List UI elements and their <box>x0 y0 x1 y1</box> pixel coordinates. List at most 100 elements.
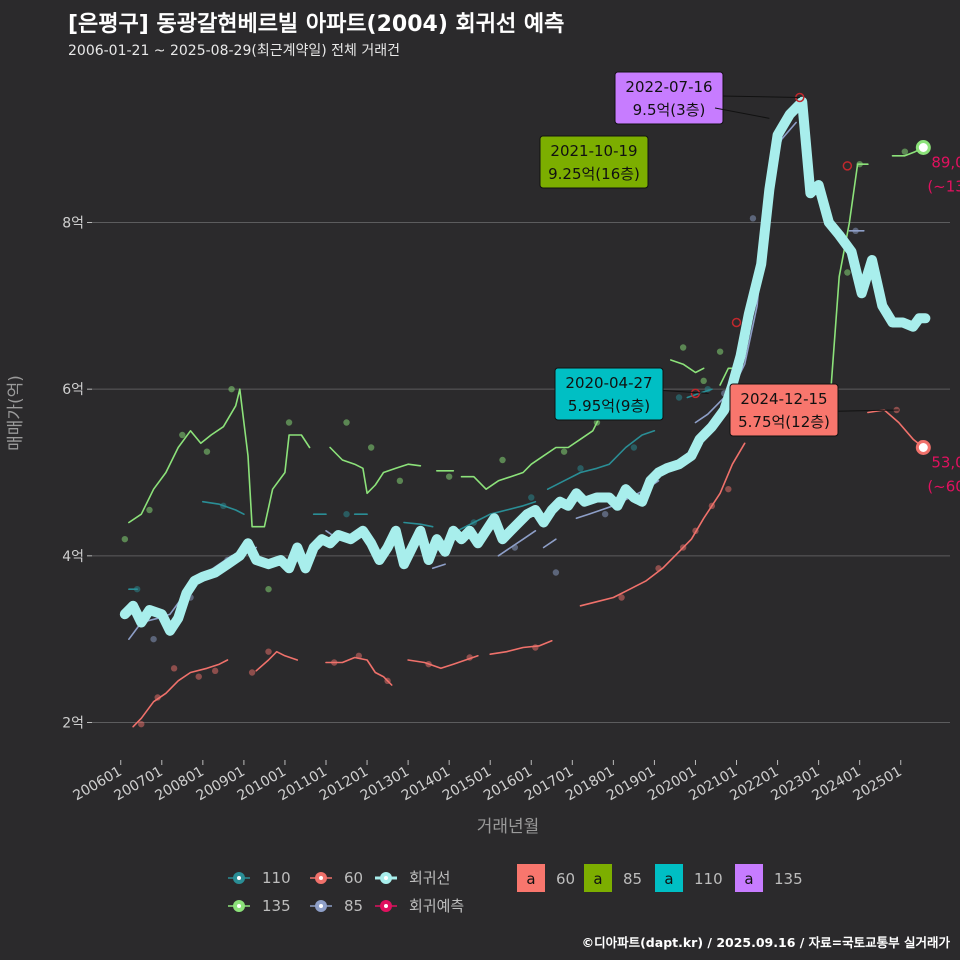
data-point <box>228 385 235 393</box>
data-point <box>577 465 584 472</box>
data-point <box>560 448 568 455</box>
series-line-60 <box>867 409 925 449</box>
annotation-leader <box>654 389 709 394</box>
y-axis-label: 매매가(억) <box>6 375 26 451</box>
data-point <box>248 669 256 676</box>
data-point <box>844 269 851 276</box>
data-point <box>396 477 404 485</box>
annotation-leader <box>714 107 770 119</box>
data-point <box>618 594 625 601</box>
legend-label: 85 <box>344 897 363 915</box>
series-line-60 <box>407 655 479 670</box>
series-line-110 <box>202 500 245 515</box>
max-marker <box>731 317 742 328</box>
prediction-area: (~135㎡) <box>927 178 960 196</box>
legend-box-glyph: a <box>744 870 753 888</box>
annotation-date: 2022-07-16 <box>625 78 712 96</box>
data-point <box>138 720 145 728</box>
data-point <box>265 648 272 655</box>
legend-box <box>655 864 683 892</box>
prediction-value: 89,000 <box>931 154 960 172</box>
data-point <box>265 585 272 593</box>
legend-box-label: 135 <box>774 870 803 888</box>
legend-label: 회귀선 <box>409 869 450 887</box>
data-point <box>179 431 186 439</box>
legend-dot-center <box>237 904 241 908</box>
legend-box <box>517 864 545 892</box>
series-lines <box>119 96 931 728</box>
source-footer: ©디아파트(dapt.kr) / 2025.09.16 / 자료=국토교통부 실… <box>581 935 950 950</box>
data-point <box>528 494 535 501</box>
data-point <box>367 444 375 451</box>
data-point <box>121 535 129 543</box>
data-point <box>630 444 638 451</box>
data-point <box>716 348 724 355</box>
legend-label: 회귀예측 <box>409 897 464 915</box>
legend-box-label: 85 <box>623 870 642 888</box>
data-point <box>203 448 211 455</box>
data-point <box>285 419 293 426</box>
legend-dot-center <box>384 876 388 880</box>
x-axis-label: 거래년월 <box>477 817 540 837</box>
annotation-price: 9.25억(16층) <box>548 165 640 183</box>
annotations: 89,000 (~135㎡) 53,000 (~60㎡) 2022-07-16 9.5억(… <box>539 71 960 496</box>
legend-dot-center <box>384 904 388 908</box>
data-point <box>700 377 707 385</box>
series-line-60 <box>255 650 299 672</box>
data-point <box>901 148 909 155</box>
annotation-box <box>614 71 724 125</box>
data-point <box>146 506 153 514</box>
annotation-box <box>554 367 664 421</box>
chart-subtitle: 2006-01-21 ~ 2025-08-29(최근계약일) 전체 거래건 <box>68 43 400 59</box>
y-tick-label: 2억 <box>62 716 84 732</box>
data-point <box>552 569 560 576</box>
data-point <box>150 635 157 643</box>
annotation-price: 5.75억(12층) <box>738 413 830 431</box>
legend-box <box>735 864 763 892</box>
scatter-points <box>121 148 925 728</box>
legend-box-glyph: a <box>526 870 535 888</box>
annotation-box <box>539 135 649 189</box>
series-line-135 <box>329 446 422 495</box>
max-marker <box>842 161 853 171</box>
data-point <box>343 510 350 518</box>
data-point <box>195 673 202 680</box>
series-line-135 <box>670 359 705 374</box>
legend-label: 135 <box>262 897 291 915</box>
series-line-135 <box>128 388 311 528</box>
annotation-price: 5.95억(9층) <box>568 397 650 415</box>
y-tick-label: 4억 <box>62 549 84 565</box>
prediction-point <box>915 140 931 155</box>
regression-line <box>119 96 931 636</box>
legend-dot-center <box>237 876 241 880</box>
series-line-60 <box>132 659 229 728</box>
series-line-85 <box>542 538 557 549</box>
legend-dot-center <box>319 904 323 908</box>
series-line-135 <box>460 413 602 490</box>
series-line-85 <box>497 530 537 557</box>
data-point <box>679 344 687 351</box>
series-line-60 <box>489 640 553 655</box>
legend-dot-center <box>319 876 323 880</box>
data-point <box>170 665 178 672</box>
data-point <box>343 419 350 426</box>
data-point <box>725 485 732 493</box>
y-tick-label: 6억 <box>62 382 84 398</box>
annotation-leader <box>719 95 800 98</box>
data-point <box>675 394 683 401</box>
legend-label: 60 <box>344 869 363 887</box>
legend-box-label: 60 <box>556 870 575 888</box>
data-point <box>211 667 219 675</box>
prediction-area: (~60㎡) <box>927 478 960 496</box>
annotation-date: 2021-10-19 <box>550 142 637 160</box>
series-line-110 <box>546 430 656 490</box>
series-line-135 <box>830 163 869 390</box>
prediction-value: 53,000 <box>931 454 960 472</box>
data-point <box>445 473 453 480</box>
legend-box <box>584 864 612 892</box>
series-line-60 <box>325 656 393 686</box>
data-point <box>749 215 757 222</box>
legend-label: 110 <box>262 869 291 887</box>
prediction-point <box>915 440 931 455</box>
